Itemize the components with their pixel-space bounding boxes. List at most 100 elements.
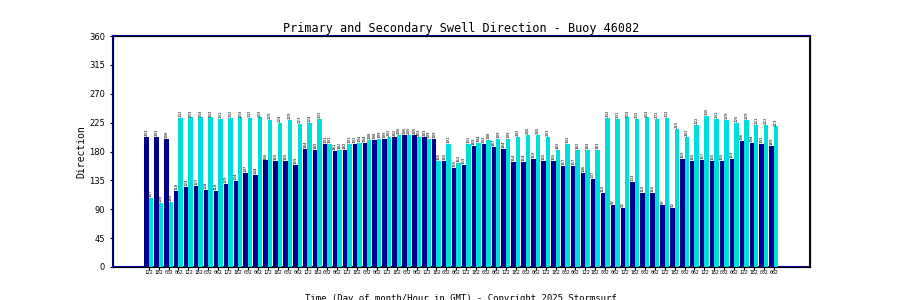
Text: 189: 189	[770, 137, 774, 145]
Text: 222: 222	[764, 116, 768, 124]
Bar	[462, 165, 466, 267]
Text: 206: 206	[397, 126, 401, 134]
Bar	[715, 119, 719, 267]
Bar	[213, 191, 218, 267]
Bar	[274, 161, 278, 267]
Text: 164: 164	[521, 153, 526, 161]
Text: 192: 192	[482, 135, 486, 143]
Bar	[600, 193, 605, 267]
Bar	[367, 140, 372, 267]
Bar	[466, 144, 471, 267]
Bar	[595, 150, 599, 267]
Bar	[357, 142, 362, 267]
Bar	[328, 144, 332, 267]
Bar	[303, 149, 308, 267]
Text: 219: 219	[774, 118, 778, 125]
Text: 183: 183	[596, 141, 599, 148]
Bar	[734, 123, 739, 267]
Bar	[506, 139, 510, 267]
Text: 169: 169	[680, 150, 684, 158]
Text: 233: 233	[258, 109, 262, 116]
Bar	[486, 140, 491, 267]
Bar	[526, 135, 530, 267]
Bar	[472, 146, 476, 267]
Text: 137: 137	[591, 171, 595, 178]
Bar	[536, 136, 540, 267]
Text: 116: 116	[651, 184, 654, 192]
Text: 164: 164	[511, 153, 516, 161]
Text: 124: 124	[184, 179, 188, 187]
Bar	[318, 119, 322, 267]
Text: 191: 191	[328, 136, 331, 143]
Text: 233: 233	[238, 109, 242, 116]
Bar	[551, 161, 555, 267]
Bar	[382, 139, 387, 267]
Text: 205: 205	[407, 127, 411, 134]
Bar	[644, 118, 649, 267]
Text: 232: 232	[665, 110, 669, 117]
Bar	[208, 118, 212, 267]
Bar	[710, 161, 715, 267]
Text: 224: 224	[308, 115, 311, 122]
Bar	[476, 142, 481, 267]
Bar	[293, 165, 298, 267]
Bar	[675, 129, 680, 267]
Bar	[184, 188, 188, 267]
Bar	[278, 123, 282, 267]
Bar	[665, 118, 669, 267]
Text: 184: 184	[501, 140, 506, 148]
Bar	[685, 137, 689, 267]
Bar	[313, 150, 318, 267]
Text: 144: 144	[254, 166, 257, 174]
Text: 169: 169	[531, 150, 536, 158]
Bar	[655, 119, 659, 267]
Text: 155: 155	[452, 159, 456, 166]
Text: 203: 203	[155, 128, 158, 136]
Text: 194: 194	[476, 134, 481, 142]
Text: 231: 231	[635, 110, 639, 118]
Bar	[432, 139, 436, 267]
Bar	[446, 144, 451, 267]
Text: 202: 202	[685, 129, 688, 136]
Bar	[605, 118, 609, 267]
Text: 231: 231	[715, 110, 718, 118]
Text: 92: 92	[621, 202, 625, 207]
Bar	[233, 181, 238, 267]
Bar	[387, 137, 392, 267]
Bar	[417, 137, 421, 267]
Bar	[730, 159, 734, 267]
Bar	[585, 150, 590, 267]
Text: 203: 203	[545, 128, 550, 136]
Text: 206: 206	[526, 126, 530, 134]
Text: 102: 102	[168, 193, 173, 201]
Bar	[482, 144, 486, 267]
Bar	[521, 162, 526, 267]
Text: 231: 231	[655, 110, 659, 118]
Text: 116: 116	[601, 184, 605, 192]
Bar	[516, 137, 520, 267]
Text: 127: 127	[194, 177, 198, 184]
Text: 181: 181	[333, 142, 337, 150]
Text: 191: 191	[323, 136, 327, 143]
Text: 187: 187	[491, 139, 496, 146]
Text: 147: 147	[244, 164, 248, 172]
Y-axis label: Direction: Direction	[76, 125, 86, 178]
Bar	[750, 142, 754, 267]
Bar	[625, 118, 629, 267]
Text: 232: 232	[248, 110, 252, 117]
Bar	[194, 185, 198, 267]
Text: 222: 222	[695, 116, 698, 124]
Bar	[144, 137, 148, 267]
Text: 182: 182	[343, 142, 346, 149]
Bar	[288, 120, 292, 267]
Text: 191: 191	[347, 136, 351, 143]
Text: 194: 194	[357, 134, 361, 142]
Bar	[615, 119, 619, 267]
Bar	[238, 118, 242, 267]
Title: Primary and Secondary Swell Direction - Buoy 46082: Primary and Secondary Swell Direction - …	[284, 22, 639, 35]
Text: 198: 198	[367, 131, 371, 139]
Bar	[634, 119, 639, 267]
Bar	[456, 163, 461, 267]
Text: 157: 157	[572, 158, 575, 165]
Text: 233: 233	[626, 109, 629, 116]
